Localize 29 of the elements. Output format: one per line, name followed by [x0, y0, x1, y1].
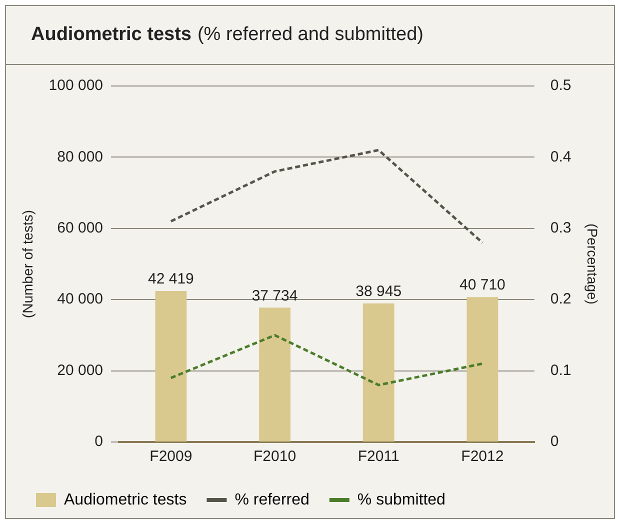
y-tick-label: 40 000 [57, 290, 104, 308]
legend-label: % referred [234, 491, 310, 508]
chart-title: Audiometric tests [31, 24, 192, 46]
y-tick-label: 60 000 [57, 220, 104, 237]
x-tick-label: F2011 [358, 448, 400, 466]
y-tick-label: 100 000 [48, 77, 104, 94]
line-series [170, 334, 484, 386]
line-series [170, 148, 484, 244]
data-label: 38 945 [356, 282, 402, 300]
legend-label: % submitted [357, 491, 446, 508]
y-tick-label: 20 000 [57, 362, 104, 379]
y2-tick-label: 0.5 [550, 77, 572, 94]
x-tick-label: F2012 [461, 448, 504, 466]
y2-tick-label: 0.4 [550, 148, 572, 166]
data-label: 37 734 [252, 287, 298, 304]
y2-tick-label: 0 [550, 433, 559, 450]
y-tick-label: 80 000 [57, 148, 104, 166]
legend-label: Audiometric tests [64, 491, 187, 508]
y-tick-label: 0 [94, 433, 104, 450]
y2-axis-title: (Percentage) [584, 224, 601, 304]
y-axis-title: (Number of tests) [19, 210, 36, 318]
y2-tick-label: 0.1 [550, 362, 572, 379]
x-tick-label: F2009 [150, 448, 192, 466]
data-label: 40 710 [459, 276, 506, 294]
y2-tick-label: 0.3 [550, 220, 572, 237]
x-tick-label: F2010 [253, 448, 296, 466]
data-label: 42 419 [148, 270, 194, 288]
chart-subtitle: (% referred and submitted) [197, 24, 424, 46]
y2-tick-label: 0.2 [550, 290, 572, 308]
